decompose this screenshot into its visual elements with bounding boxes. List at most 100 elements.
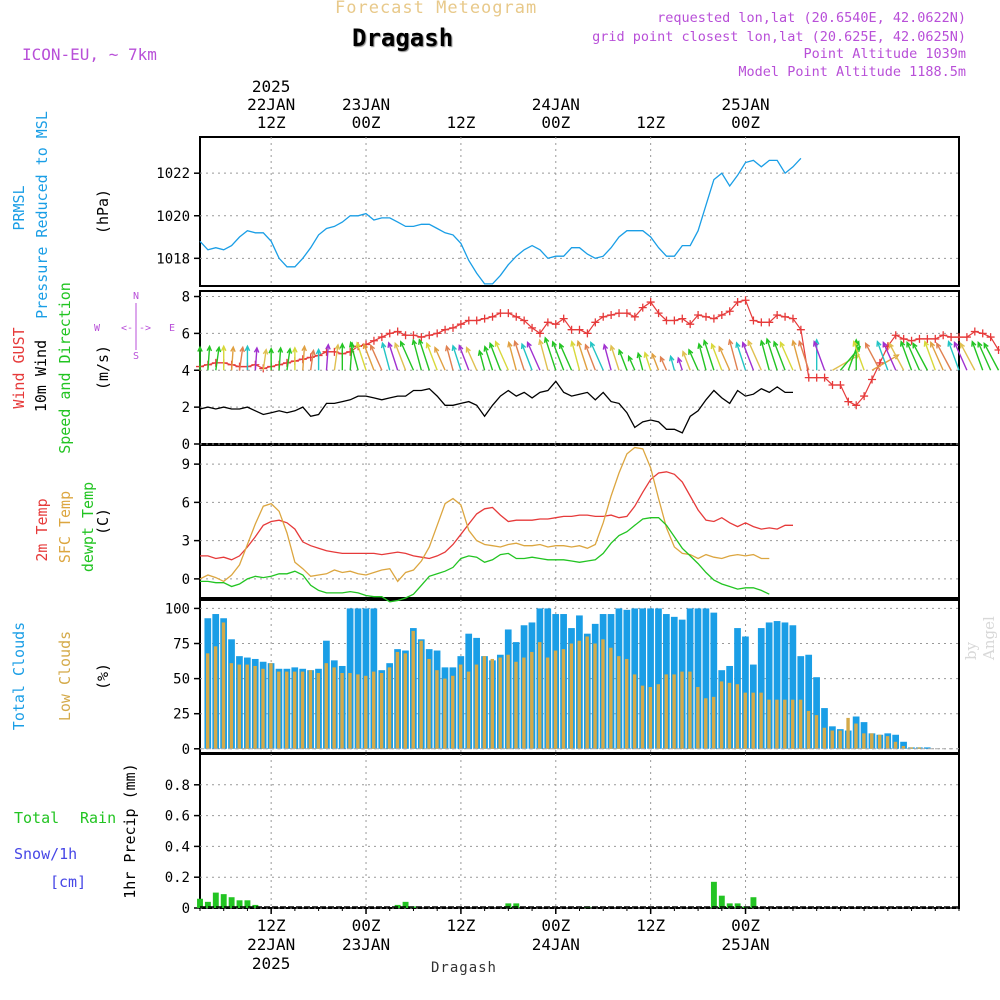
precip-bars [197, 881, 959, 908]
low-cloud-bar [348, 672, 352, 749]
wind-arrow [521, 343, 533, 371]
wind-arrow [747, 340, 762, 371]
wind-arrow [333, 344, 339, 371]
y-tick-label: 6 [182, 326, 190, 342]
wind-arrow-head [936, 342, 942, 349]
low-cloud-bar [545, 657, 550, 749]
low-cloud-bar [277, 671, 281, 749]
rain-bar [726, 903, 733, 908]
low-cloud-bar [870, 733, 874, 749]
y-tick-label: 1020 [156, 209, 190, 225]
gust-marker [535, 329, 544, 338]
wind-arrow-head [362, 342, 369, 350]
wind-label: 10m Wind [32, 340, 50, 412]
total-cloud-bar [773, 621, 781, 749]
low-cloud-bar [577, 640, 581, 749]
wind-arrow-head [315, 347, 322, 355]
gust-marker [939, 331, 948, 340]
gust-marker [646, 298, 655, 307]
wind-arrow-head [277, 346, 284, 353]
wind-arrow [577, 341, 589, 371]
y-axis-temperature: 0 3 6 9 (C) [94, 457, 959, 588]
low-cloud-bar [530, 651, 534, 749]
gust-marker [962, 333, 971, 342]
gust-marker [401, 331, 410, 340]
gust-marker [583, 329, 592, 338]
y-tick-label: 0.4 [165, 839, 190, 855]
rain-bar [228, 897, 235, 908]
bottom-time-label: 25JAN [721, 935, 769, 954]
wind-arrow [959, 343, 976, 371]
gust-marker [931, 334, 940, 343]
wind-arrow-head [286, 347, 293, 354]
wind-arrow-head [349, 340, 355, 348]
wind-ylabels: Wind GUST 10m Wind Speed and Direction [10, 282, 74, 454]
low-cloud-bar [901, 745, 906, 749]
wind-arrow [735, 342, 747, 371]
wind-arrow-head [434, 346, 440, 353]
low-cloud-bar [340, 672, 344, 749]
total-cloud-bar [639, 608, 647, 749]
wind-arrow [742, 342, 755, 371]
low-cloud-bar [316, 672, 321, 749]
low-cloud-bar [814, 715, 819, 749]
panel-2 [199, 290, 960, 445]
y-axis-precipitation: 0 0.2 0.4 0.6 0.8 1hr Precip (mm) [121, 763, 959, 917]
wind-arrow-head [947, 340, 953, 347]
wind-arrow-head [310, 348, 316, 356]
gust-marker [994, 345, 1000, 354]
wind-arrow-head [659, 355, 665, 363]
wind-arrow [489, 343, 502, 371]
wind-arrow [924, 341, 936, 371]
wind-arrow-head [589, 341, 596, 348]
low-cloud-bar [601, 639, 605, 749]
wind-arrow [977, 342, 992, 371]
bottom-time-label: 00Z [541, 916, 570, 935]
gust-marker [923, 334, 932, 343]
wind-arrow-head [399, 340, 406, 347]
y-axis-wind: 0 2 4 6 8 (m/s) [94, 290, 959, 453]
total-label: Total [14, 809, 59, 827]
wind-arrow [688, 349, 699, 371]
low-cloud-bar [387, 667, 392, 749]
wind-arrow [669, 356, 676, 371]
top-time-label: 24JAN [532, 95, 580, 114]
rain-bar [212, 892, 219, 908]
gust-marker [480, 314, 489, 323]
low-cloud-bar [435, 670, 439, 749]
wind-arrow [718, 346, 731, 371]
wind-arrow [484, 346, 494, 371]
low-cloud-bar [221, 622, 226, 749]
gust-marker [955, 333, 963, 342]
y-unit-label: (m/s) [94, 345, 112, 390]
gust-marker [377, 333, 386, 342]
low-cloud-bar [506, 654, 510, 749]
wind-arrow-head [483, 345, 489, 352]
total-cloud-bar [923, 747, 931, 749]
total-cloud-bar [805, 654, 813, 749]
model-label: ICON-EU, ~ 7km [22, 45, 157, 64]
low-cloud-bar [269, 663, 273, 749]
wind-arrow [813, 341, 826, 371]
wind-arrow [766, 338, 778, 371]
wind-arrow-head [609, 344, 616, 351]
wind-arrow-head [676, 356, 683, 364]
wind-arrow-head [688, 348, 694, 355]
wind-arrow [865, 343, 881, 371]
low-cloud-bar [711, 696, 716, 749]
low-cloud-bar [379, 672, 384, 749]
rain-label: Rain [80, 809, 116, 827]
gust-marker [725, 307, 734, 316]
gust-marker [615, 309, 624, 318]
low-cloud-bar [237, 664, 241, 749]
low-cloud-bar [593, 643, 597, 749]
y-tick-label: 9 [182, 457, 190, 473]
low-cloud-bar [395, 651, 400, 749]
low-cloud-bar [609, 647, 613, 749]
total-cloud-bar [813, 677, 820, 749]
wind-arrow-head [741, 341, 747, 348]
low-cloud-bar [253, 665, 257, 749]
low-cloud-bar [458, 664, 463, 749]
top-time-label: 2025 [252, 77, 291, 96]
wind-arrow [508, 342, 517, 371]
